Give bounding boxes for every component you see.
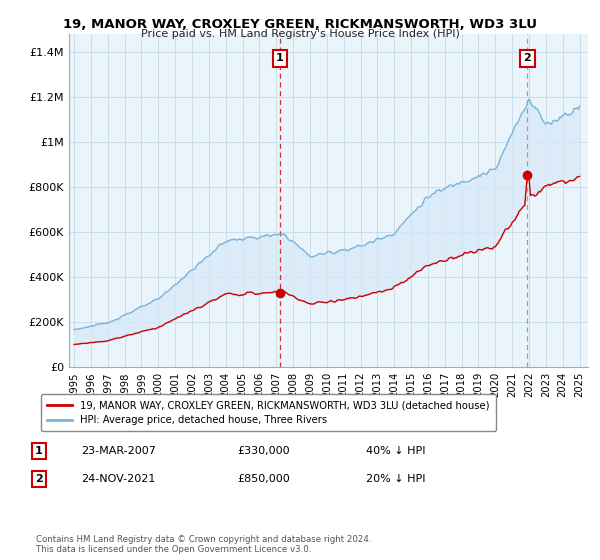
Text: 1: 1: [276, 53, 284, 63]
Text: £330,000: £330,000: [237, 446, 290, 456]
Text: 19, MANOR WAY, CROXLEY GREEN, RICKMANSWORTH, WD3 3LU: 19, MANOR WAY, CROXLEY GREEN, RICKMANSWO…: [63, 18, 537, 31]
Legend: 19, MANOR WAY, CROXLEY GREEN, RICKMANSWORTH, WD3 3LU (detached house), HPI: Aver: 19, MANOR WAY, CROXLEY GREEN, RICKMANSWO…: [41, 394, 496, 431]
Text: Contains HM Land Registry data © Crown copyright and database right 2024.
This d: Contains HM Land Registry data © Crown c…: [36, 535, 371, 554]
Text: 24-NOV-2021: 24-NOV-2021: [81, 474, 155, 484]
Text: 40% ↓ HPI: 40% ↓ HPI: [366, 446, 425, 456]
Text: Price paid vs. HM Land Registry's House Price Index (HPI): Price paid vs. HM Land Registry's House …: [140, 29, 460, 39]
Text: 2: 2: [35, 474, 43, 484]
Text: 20% ↓ HPI: 20% ↓ HPI: [366, 474, 425, 484]
Text: 2: 2: [523, 53, 531, 63]
Text: £850,000: £850,000: [237, 474, 290, 484]
Text: 1: 1: [35, 446, 43, 456]
Text: 23-MAR-2007: 23-MAR-2007: [81, 446, 156, 456]
